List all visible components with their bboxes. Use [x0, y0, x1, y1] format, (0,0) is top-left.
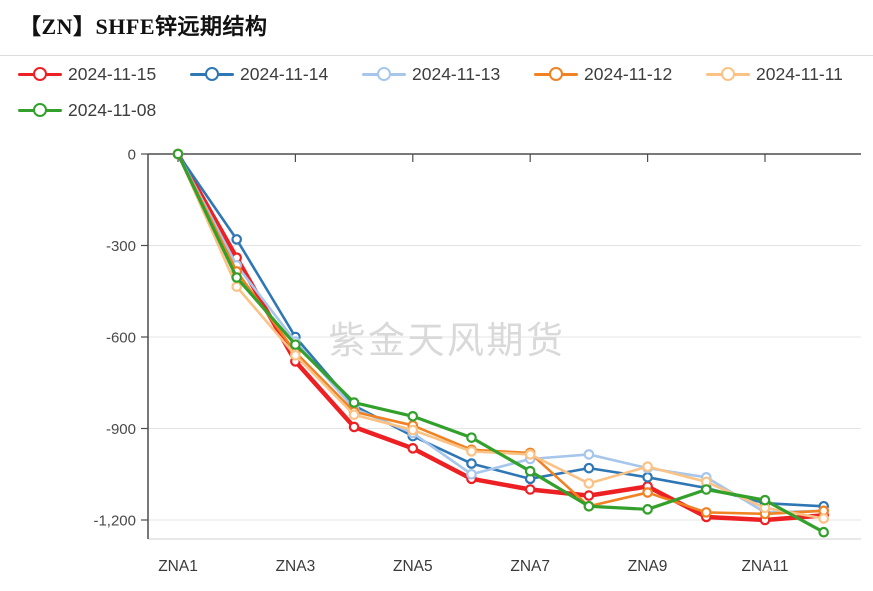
data-point-2024-11-08-ZNA6[interactable] [466, 432, 477, 443]
data-point-2024-11-11-ZNA9[interactable] [642, 461, 653, 472]
legend-item-2024-11-14[interactable]: 2024-11-14 [190, 61, 348, 87]
legend-line-circle-icon [18, 103, 62, 117]
legend-item-2024-11-15[interactable]: 2024-11-15 [18, 61, 176, 87]
legend-label: 2024-11-13 [412, 63, 501, 84]
y-axis-tick-label: -900 [106, 421, 136, 438]
title-divider [0, 55, 873, 56]
legend-item-2024-11-08[interactable]: 2024-11-08 [18, 97, 176, 123]
data-point-2024-11-08-ZNA10[interactable] [700, 484, 712, 495]
legend-label: 2024-11-14 [240, 63, 329, 84]
legend-label: 2024-11-15 [68, 63, 157, 84]
data-point-2024-11-08-ZNA11[interactable] [759, 494, 771, 506]
data-point-2024-11-08-ZNA7[interactable] [524, 465, 536, 477]
data-point-2024-11-11-ZNA12[interactable] [818, 513, 829, 524]
series-line-2024-11-13 [176, 152, 826, 514]
y-axis-tick-label: -300 [106, 238, 136, 255]
data-point-2024-11-12-ZNA10[interactable] [700, 507, 712, 518]
data-point-2024-11-15-ZNA8[interactable] [583, 490, 595, 501]
data-point-2024-11-08-ZNA5[interactable] [407, 410, 419, 422]
legend-label: 2024-11-08 [68, 99, 157, 120]
series-line-2024-11-08 [176, 152, 826, 534]
legend-line-circle-icon [534, 67, 578, 81]
data-point-2024-11-11-ZNA7[interactable] [524, 449, 536, 460]
legend-line-circle-icon [706, 67, 750, 81]
legend-line-circle-icon [362, 67, 406, 81]
data-point-2024-11-15-ZNA4[interactable] [348, 421, 360, 433]
y-axis-tick-label: -600 [106, 330, 136, 347]
data-point-2024-11-08-ZNA3[interactable] [290, 339, 301, 350]
data-point-2024-11-13-ZNA6[interactable] [466, 468, 477, 480]
series-line-2024-11-12 [176, 152, 826, 516]
data-point-2024-11-11-ZNA6[interactable] [466, 446, 477, 457]
data-point-2024-11-08-ZNA1[interactable] [172, 148, 184, 160]
data-point-2024-11-11-ZNA2[interactable] [231, 281, 242, 292]
data-point-2024-11-13-ZNA8[interactable] [583, 449, 595, 460]
legend-line-circle-icon [190, 67, 234, 81]
data-point-2024-11-12-ZNA9[interactable] [642, 487, 653, 498]
data-point-2024-11-08-ZNA8[interactable] [583, 500, 595, 512]
data-point-2024-11-15-ZNA7[interactable] [524, 484, 536, 495]
x-axis-tick-label: ZNA9 [628, 558, 668, 575]
data-point-2024-11-08-ZNA9[interactable] [642, 504, 653, 515]
x-axis-tick-label: ZNA3 [276, 558, 316, 575]
data-point-2024-11-11-ZNA4[interactable] [348, 409, 360, 421]
data-point-2024-11-14-ZNA8[interactable] [583, 462, 595, 474]
data-point-2024-11-14-ZNA2[interactable] [231, 234, 242, 245]
legend-label: 2024-11-11 [756, 63, 843, 84]
data-point-2024-11-15-ZNA5[interactable] [407, 443, 419, 454]
legend-item-2024-11-12[interactable]: 2024-11-12 [534, 61, 692, 87]
data-point-2024-11-08-ZNA2[interactable] [231, 272, 242, 283]
x-axis-tick-label: ZNA11 [741, 558, 788, 575]
data-point-2024-11-08-ZNA12[interactable] [818, 526, 829, 538]
data-point-2024-11-11-ZNA5[interactable] [407, 424, 419, 436]
x-axis-tick-label: ZNA5 [393, 558, 433, 575]
x-axis-tick-label: ZNA1 [158, 558, 198, 575]
data-point-2024-11-08-ZNA4[interactable] [348, 397, 360, 408]
legend-item-2024-11-13[interactable]: 2024-11-13 [362, 61, 520, 87]
data-point-2024-11-11-ZNA3[interactable] [290, 349, 301, 361]
legend-item-2024-11-11[interactable]: 2024-11-11 [706, 61, 864, 87]
x-axis-tick-label: ZNA7 [510, 558, 550, 575]
data-point-2024-11-14-ZNA6[interactable] [466, 458, 477, 469]
chart-legend: 2024-11-15 2024-11-14 2024-11-13 2024-11-12… [18, 61, 870, 123]
watermark: 紫金天风期货 [329, 320, 566, 361]
legend-line-circle-icon [18, 67, 62, 81]
legend-label: 2024-11-12 [584, 63, 673, 84]
data-point-2024-11-11-ZNA8[interactable] [583, 478, 595, 489]
data-point-2024-11-14-ZNA9[interactable] [642, 471, 653, 483]
page-title: 【ZN】SHFE锌远期结构 [19, 14, 268, 39]
y-axis-tick-label: -1,200 [93, 513, 136, 530]
y-axis-tick-label: 0 [128, 147, 136, 164]
